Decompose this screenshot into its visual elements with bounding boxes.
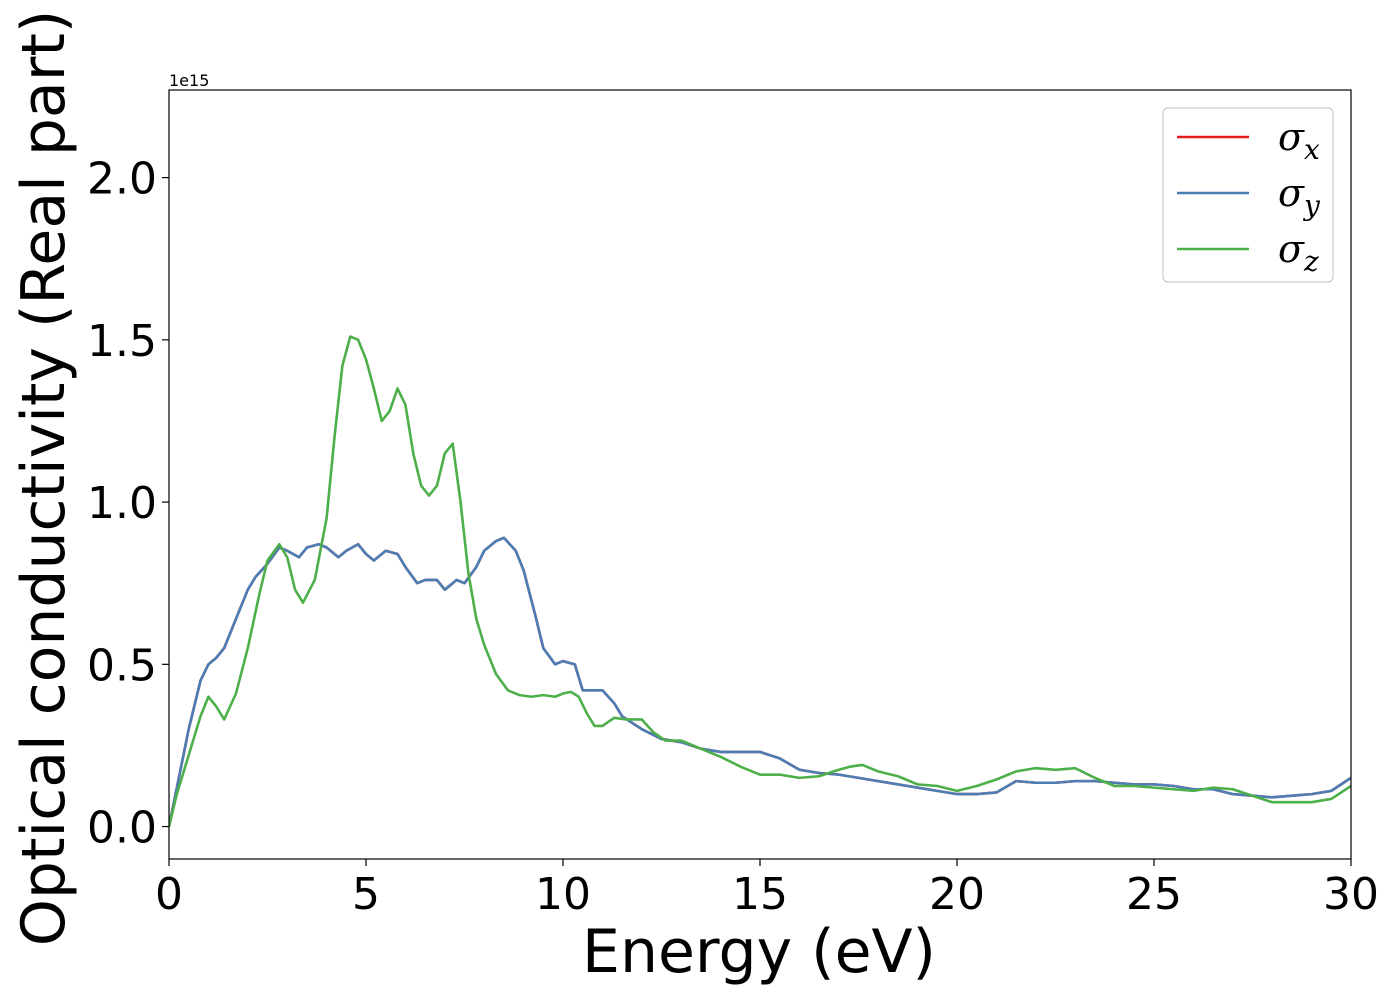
y-tick-label: 0.0	[87, 803, 157, 854]
y-tick-label: 0.5	[87, 640, 157, 691]
axes: 0 5 10 15 20 25 30 0.0 0.5 1.0 1.5 2.0	[87, 89, 1379, 920]
x-tick-label: 20	[929, 869, 985, 920]
y-tick-label: 1.0	[87, 478, 157, 529]
plot-area	[169, 335, 1351, 827]
x-tick-label: 0	[155, 869, 183, 920]
x-tick-label: 25	[1126, 869, 1182, 920]
series-line-sigma-z	[169, 335, 1351, 827]
y-tick-label: 2.0	[87, 154, 157, 205]
x-axis-title: Energy (eV)	[582, 917, 936, 987]
legend-label-sigma-y: σy	[1278, 171, 1321, 222]
x-tick-label: 5	[352, 869, 380, 920]
legend-label-sigma-x: σx	[1278, 115, 1320, 166]
x-tick-label: 30	[1323, 869, 1379, 920]
y-tick-label: 1.5	[87, 316, 157, 367]
y-axis-title: Optical conductivity (Real part)	[9, 10, 79, 947]
legend-box	[1162, 107, 1334, 283]
series-line-sigma-y	[169, 536, 1351, 827]
x-tick-label: 15	[732, 869, 788, 920]
x-tick-label: 10	[535, 869, 591, 920]
y-axis-offset-label: 1e15	[169, 71, 209, 90]
